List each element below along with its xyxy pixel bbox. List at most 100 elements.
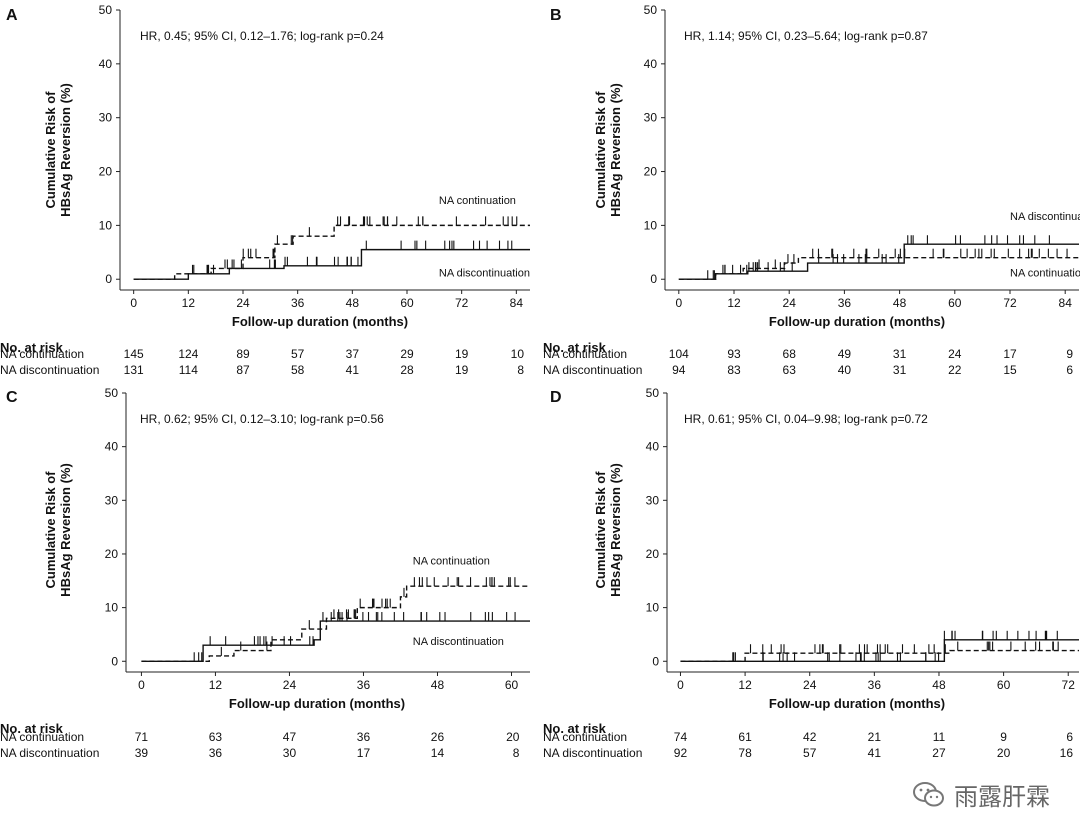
x-tick-label: 36 [868,678,882,692]
censor-marks-na-continuation [732,641,1059,662]
risk-count: 114 [179,363,198,377]
risk-count: 124 [178,347,198,361]
risk-count: 26 [431,730,445,744]
y-tick-label: 50 [646,386,660,400]
risk-row-label: NA continuation [543,347,627,361]
y-tick-label: 30 [646,493,660,507]
x-tick-label: 48 [932,678,946,692]
risk-table-title: No. at risk [543,340,607,355]
series-label: NA discontinuation [1010,211,1080,223]
y-axis-label-line1: Cumulative Risk of [43,471,58,589]
x-tick-label: 36 [357,678,371,692]
risk-count: 41 [346,363,360,377]
risk-row-label: NA discontinuation [543,746,642,760]
censor-marks-na-continuation [712,248,1068,280]
risk-count: 16 [1060,746,1074,760]
censor-marks-na-discontinuation [707,235,1050,280]
x-tick-label: 84 [510,296,524,310]
series-label: NA discontinuation [439,268,530,280]
y-tick-label: 20 [646,547,660,561]
risk-count: 74 [674,730,688,744]
risk-count: 24 [948,347,962,361]
risk-count: 31 [893,347,907,361]
y-tick-label: 0 [650,272,657,286]
y-tick-label: 40 [646,440,660,454]
watermark: 雨露肝霖 [912,777,1050,812]
risk-table-title: No. at risk [0,340,64,355]
risk-count: 8 [517,363,524,377]
panel-d: D 0 10 20 30 40 50 0 12 24 36 48 60 72 Cumulative Risk… [543,386,1079,760]
censor-marks-na-discontinuation [762,630,1058,662]
risk-count: 31 [893,363,907,377]
y-tick-label: 10 [644,218,658,232]
risk-count: 94 [672,363,686,377]
x-tick-label: 60 [400,296,414,310]
panel-c: C 0 10 20 30 40 50 0 12 24 36 48 60 Cumulative Risk o… [0,386,530,760]
risk-count: 17 [1003,347,1017,361]
censor-marks-na-continuation [193,216,518,274]
y-axis-label-line1: Cumulative Risk of [593,91,608,209]
risk-table-title: No. at risk [0,721,64,736]
x-tick-label: 36 [838,296,852,310]
x-tick-label: 12 [738,678,752,692]
y-tick-label: 50 [105,386,119,400]
panel-a: A 0 10 20 30 40 50 0 12 24 36 48 60 72 84 Cumulative Ri… [0,3,530,377]
panel-letter: B [550,7,562,24]
km-curve-na-discontinuation [133,248,530,280]
y-tick-label: 30 [105,493,119,507]
risk-count: 36 [357,730,371,744]
risk-count: 78 [738,746,752,760]
risk-row-label: NA discontinuation [0,746,99,760]
risk-count: 8 [513,746,520,760]
hazard-ratio-annotation: HR, 0.62; 95% CI, 0.12–3.10; log-rank p=… [140,412,384,426]
risk-count: 41 [868,746,882,760]
x-tick-label: 60 [997,678,1011,692]
y-axis-label: Cumulative Risk of HBsAg Reversion (%) [43,83,73,217]
risk-count: 145 [124,347,144,361]
risk-count: 15 [1003,363,1017,377]
panel-b: B 0 10 20 30 40 50 0 12 24 36 48 60 72 84 Cumulative Ri… [543,3,1080,377]
risk-row-label: NA continuation [0,347,84,361]
y-axis-label: Cumulative Risk of HBsAg Reversion (%) [593,83,623,217]
risk-count: 58 [291,363,305,377]
km-curve-na-continuation [133,224,530,280]
panel-letter: C [6,389,18,406]
x-axis-label: Follow-up duration (months) [769,314,945,329]
y-tick-label: 50 [644,3,658,17]
censor-marks-na-discontinuation [191,240,513,274]
y-axis-label-line1: Cumulative Risk of [593,471,608,589]
series-label: NA continuation [439,195,516,207]
risk-count: 57 [803,746,817,760]
x-tick-label: 24 [236,296,250,310]
risk-count: 17 [357,746,371,760]
y-tick-label: 40 [99,57,113,71]
censor-marks-na-continuation [198,577,516,662]
y-tick-label: 30 [99,111,113,125]
risk-count: 6 [1066,730,1073,744]
x-tick-label: 12 [209,678,223,692]
risk-count: 6 [1066,363,1073,377]
x-tick-label: 60 [948,296,962,310]
x-tick-label: 24 [283,678,297,692]
risk-count: 30 [283,746,297,760]
x-tick-label: 0 [130,296,137,310]
risk-count: 11 [933,730,946,744]
risk-count: 131 [124,363,144,377]
risk-count: 21 [868,730,882,744]
risk-count: 93 [727,347,741,361]
x-tick-label: 48 [431,678,445,692]
y-tick-label: 40 [644,57,658,71]
risk-count: 49 [838,347,852,361]
y-tick-label: 30 [644,111,658,125]
risk-count: 87 [236,363,250,377]
risk-count: 92 [674,746,688,760]
risk-count: 22 [948,363,962,377]
y-tick-label: 40 [105,440,119,454]
x-axis-label: Follow-up duration (months) [232,314,408,329]
y-tick-label: 20 [99,165,113,179]
y-axis-label-line2: HBsAg Reversion (%) [608,463,623,597]
risk-count: 89 [236,347,250,361]
y-axis-label-line2: HBsAg Reversion (%) [58,83,73,217]
risk-count: 10 [511,347,525,361]
x-tick-label: 72 [1062,678,1076,692]
